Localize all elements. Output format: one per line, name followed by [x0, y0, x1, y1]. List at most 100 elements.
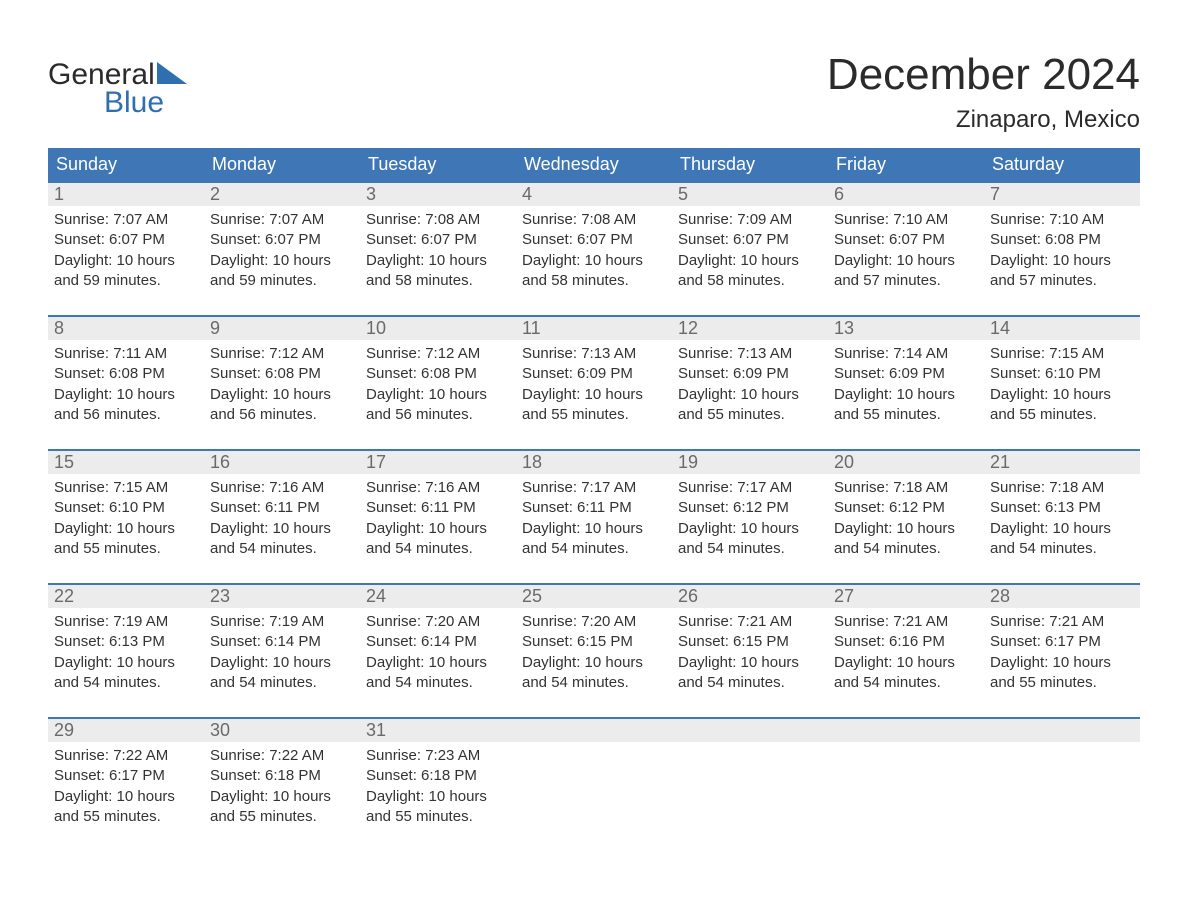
day-cell: 29Sunrise: 7:22 AMSunset: 6:17 PMDayligh…	[48, 719, 204, 851]
day-number: 13	[828, 317, 984, 340]
day-body: Sunrise: 7:22 AMSunset: 6:17 PMDaylight:…	[48, 742, 204, 827]
dow-cell: Tuesday	[360, 148, 516, 181]
sunrise-text: Sunrise: 7:12 AM	[366, 344, 510, 364]
daylight-line1: Daylight: 10 hours	[678, 385, 822, 405]
week-row: 8Sunrise: 7:11 AMSunset: 6:08 PMDaylight…	[48, 315, 1140, 449]
daylight-line1: Daylight: 10 hours	[54, 385, 198, 405]
sunrise-text: Sunrise: 7:13 AM	[522, 344, 666, 364]
sunrise-text: Sunrise: 7:08 AM	[522, 210, 666, 230]
sunrise-text: Sunrise: 7:19 AM	[54, 612, 198, 632]
day-cell: 7Sunrise: 7:10 AMSunset: 6:08 PMDaylight…	[984, 183, 1140, 315]
day-cell: 14Sunrise: 7:15 AMSunset: 6:10 PMDayligh…	[984, 317, 1140, 449]
day-body: Sunrise: 7:15 AMSunset: 6:10 PMDaylight:…	[984, 340, 1140, 425]
sunset-text: Sunset: 6:12 PM	[678, 498, 822, 518]
weeks-container: 1Sunrise: 7:07 AMSunset: 6:07 PMDaylight…	[48, 181, 1140, 851]
daylight-line2: and 55 minutes.	[366, 807, 510, 827]
daylight-line1: Daylight: 10 hours	[834, 251, 978, 271]
daylight-line2: and 54 minutes.	[522, 539, 666, 559]
day-number: 22	[48, 585, 204, 608]
day-cell: 9Sunrise: 7:12 AMSunset: 6:08 PMDaylight…	[204, 317, 360, 449]
day-number: 7	[984, 183, 1140, 206]
daylight-line1: Daylight: 10 hours	[210, 385, 354, 405]
day-number: 21	[984, 451, 1140, 474]
sunrise-text: Sunrise: 7:20 AM	[522, 612, 666, 632]
daylight-line2: and 54 minutes.	[678, 539, 822, 559]
dow-cell: Monday	[204, 148, 360, 181]
day-number: 4	[516, 183, 672, 206]
day-cell: 18 Sunrise: 7:17 AMSunset: 6:11 PMDayligh…	[516, 451, 672, 583]
sunset-text: Sunset: 6:15 PM	[522, 632, 666, 652]
daylight-line1: Daylight: 10 hours	[834, 653, 978, 673]
day-cell: 22Sunrise: 7:19 AMSunset: 6:13 PMDayligh…	[48, 585, 204, 717]
day-number: 2	[204, 183, 360, 206]
day-cell: 25Sunrise: 7:20 AMSunset: 6:15 PMDayligh…	[516, 585, 672, 717]
daylight-line2: and 55 minutes.	[990, 673, 1134, 693]
daylight-line2: and 54 minutes.	[678, 673, 822, 693]
day-body: Sunrise: 7:18 AMSunset: 6:13 PMDaylight:…	[984, 474, 1140, 559]
day-body: Sunrise: 7:08 AMSunset: 6:07 PMDaylight:…	[360, 206, 516, 291]
sunset-text: Sunset: 6:09 PM	[522, 364, 666, 384]
sunset-text: Sunset: 6:18 PM	[366, 766, 510, 786]
day-cell: 5Sunrise: 7:09 AMSunset: 6:07 PMDaylight…	[672, 183, 828, 315]
day-body: Sunrise: 7:12 AMSunset: 6:08 PMDaylight:…	[360, 340, 516, 425]
sunset-text: Sunset: 6:18 PM	[210, 766, 354, 786]
day-body: Sunrise: 7:19 AMSunset: 6:13 PMDaylight:…	[48, 608, 204, 693]
day-cell: 21Sunrise: 7:18 AMSunset: 6:13 PMDayligh…	[984, 451, 1140, 583]
sunset-text: Sunset: 6:11 PM	[522, 498, 666, 518]
day-body: Sunrise: 7:10 AMSunset: 6:08 PMDaylight:…	[984, 206, 1140, 291]
daylight-line1: Daylight: 10 hours	[834, 519, 978, 539]
dow-cell: Saturday	[984, 148, 1140, 181]
daylight-line1: Daylight: 10 hours	[522, 653, 666, 673]
day-body: Sunrise: 7:13 AMSunset: 6:09 PMDaylight:…	[516, 340, 672, 425]
page-title: December 2024	[827, 50, 1140, 100]
daylight-line1: Daylight: 10 hours	[366, 251, 510, 271]
sunrise-text: Sunrise: 7:16 AM	[366, 478, 510, 498]
daylight-line1: Daylight: 10 hours	[366, 653, 510, 673]
sunrise-text: Sunrise: 7:14 AM	[834, 344, 978, 364]
day-number: 9	[204, 317, 360, 340]
sunset-text: Sunset: 6:12 PM	[834, 498, 978, 518]
day-number: 5	[672, 183, 828, 206]
daylight-line2: and 54 minutes.	[54, 673, 198, 693]
daylight-line2: and 54 minutes.	[522, 673, 666, 693]
logo: General Blue	[48, 58, 187, 120]
day-body: Sunrise: 7:16 AMSunset: 6:11 PMDaylight:…	[360, 474, 516, 559]
sunrise-text: Sunrise: 7:18 AM	[990, 478, 1134, 498]
day-cell: 23Sunrise: 7:19 AMSunset: 6:14 PMDayligh…	[204, 585, 360, 717]
sunset-text: Sunset: 6:10 PM	[990, 364, 1134, 384]
sunset-text: Sunset: 6:11 PM	[366, 498, 510, 518]
day-body: Sunrise: 7:16 AMSunset: 6:11 PMDaylight:…	[204, 474, 360, 559]
sunrise-text: Sunrise: 7:13 AM	[678, 344, 822, 364]
day-body: Sunrise: 7:11 AMSunset: 6:08 PMDaylight:…	[48, 340, 204, 425]
daylight-line2: and 55 minutes.	[54, 807, 198, 827]
day-body: Sunrise: 7:22 AMSunset: 6:18 PMDaylight:…	[204, 742, 360, 827]
sunrise-text: Sunrise: 7:08 AM	[366, 210, 510, 230]
day-number: 31	[360, 719, 516, 742]
day-of-week-header: SundayMondayTuesdayWednesdayThursdayFrid…	[48, 148, 1140, 181]
sunrise-text: Sunrise: 7:17 AM	[522, 478, 666, 498]
daylight-line1: Daylight: 10 hours	[210, 653, 354, 673]
day-cell: 31Sunrise: 7:23 AMSunset: 6:18 PMDayligh…	[360, 719, 516, 851]
day-body: Sunrise: 7:07 AMSunset: 6:07 PMDaylight:…	[48, 206, 204, 291]
sunset-text: Sunset: 6:14 PM	[366, 632, 510, 652]
sunset-text: Sunset: 6:08 PM	[54, 364, 198, 384]
daylight-line1: Daylight: 10 hours	[522, 519, 666, 539]
day-cell	[984, 719, 1140, 851]
daylight-line1: Daylight: 10 hours	[522, 385, 666, 405]
sunset-text: Sunset: 6:17 PM	[54, 766, 198, 786]
day-number: 12	[672, 317, 828, 340]
day-cell: 12Sunrise: 7:13 AMSunset: 6:09 PMDayligh…	[672, 317, 828, 449]
day-number	[672, 719, 828, 742]
daylight-line2: and 54 minutes.	[366, 673, 510, 693]
day-number: 19	[672, 451, 828, 474]
day-number: 18	[516, 451, 672, 474]
sunset-text: Sunset: 6:07 PM	[210, 230, 354, 250]
sunset-text: Sunset: 6:08 PM	[990, 230, 1134, 250]
daylight-line1: Daylight: 10 hours	[522, 251, 666, 271]
daylight-line2: and 54 minutes.	[834, 539, 978, 559]
day-number	[516, 719, 672, 742]
sunset-text: Sunset: 6:07 PM	[522, 230, 666, 250]
day-cell: 24Sunrise: 7:20 AMSunset: 6:14 PMDayligh…	[360, 585, 516, 717]
daylight-line1: Daylight: 10 hours	[366, 519, 510, 539]
day-number: 30	[204, 719, 360, 742]
